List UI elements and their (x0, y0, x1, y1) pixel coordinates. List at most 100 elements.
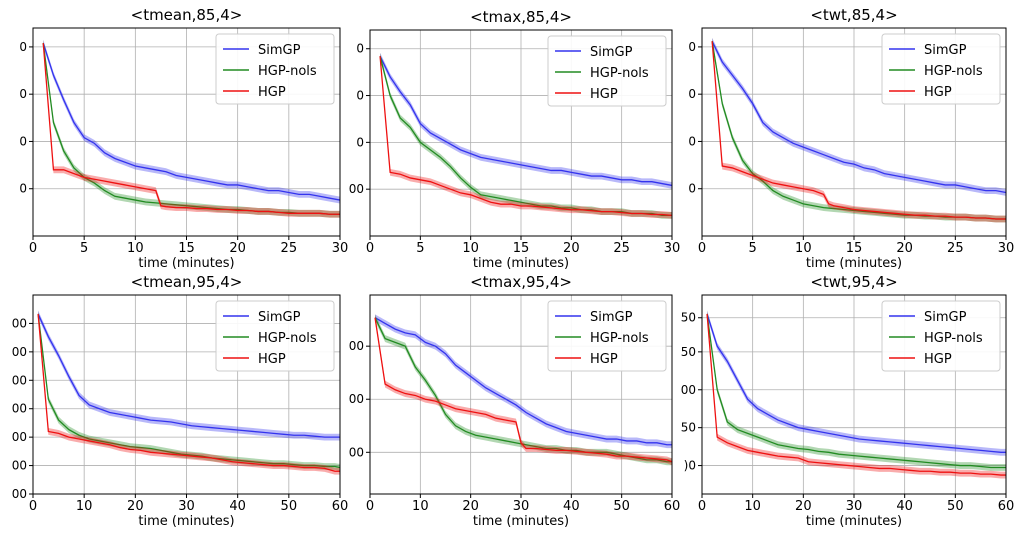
x-tick-label: 10 (462, 241, 479, 256)
legend-label: HGP-nols (258, 64, 317, 79)
x-tick-label: 20 (563, 241, 580, 256)
legend-box (881, 33, 1001, 105)
y-tick-label: )0 (684, 459, 696, 473)
y-tick-label: 0 (356, 89, 364, 103)
y-tick-label: 00 (12, 459, 27, 473)
y-tick-label: 00 (12, 487, 27, 501)
chart-panel-3: 0 5 10 15 20 25 30 0 0 0 0 <twt,85,4> time (minutes)… (688, 6, 1014, 271)
x-tick-label: 40 (229, 499, 246, 514)
x-tick-label: 20 (462, 499, 479, 514)
legend-label: HGP (590, 87, 618, 102)
x-tick-label: 10 (76, 499, 93, 514)
x-tick-label: 5 (749, 241, 757, 256)
x-tick-label: 10 (744, 499, 761, 514)
series-line-3 (379, 56, 673, 217)
legend-label: HGP-nols (590, 331, 649, 346)
x-axis-label: time (minutes) (806, 256, 902, 271)
y-tick-label: 0 (356, 135, 364, 149)
x-tick-label: 30 (332, 241, 349, 256)
legend-label: SimGP (590, 45, 633, 60)
series-line-3 (42, 43, 340, 215)
legend-box (547, 35, 667, 107)
x-tick-label: 10 (127, 241, 144, 256)
series-line-2 (37, 313, 341, 469)
y-tick-label: 00 (349, 392, 364, 406)
legend-label: HGP (258, 85, 286, 100)
x-tick-label: 40 (563, 499, 580, 514)
legend-label: SimGP (258, 43, 301, 58)
x-tick-label: 60 (998, 499, 1015, 514)
x-tick-label: 0 (698, 241, 706, 256)
y-tick-label: 50 (681, 311, 696, 325)
x-tick-label: 60 (332, 499, 349, 514)
y-tick-label: 00 (12, 373, 27, 387)
x-tick-label: 0 (698, 499, 706, 514)
series-band-1 (712, 37, 1006, 196)
x-axis-label: time (minutes) (473, 514, 569, 529)
series-line-3 (711, 41, 1006, 220)
legend: SimGP HGP-nols HGP (215, 300, 335, 372)
x-axis-label: time (minutes) (806, 514, 902, 529)
y-tick-label: 0 (19, 134, 27, 148)
legend-label: SimGP (590, 310, 633, 325)
y-tick-label: 00 (349, 182, 364, 196)
chart-panel-6: 0 10 20 30 40 50 60)0 50 00 50 50 <twt,95,4> time (m… (681, 273, 1015, 529)
x-tick-label: 15 (846, 241, 863, 256)
x-tick-label: 0 (366, 499, 374, 514)
legend-label: HGP-nols (590, 66, 649, 81)
x-tick-label: 30 (513, 499, 530, 514)
y-tick-label: 00 (349, 339, 364, 353)
series-line-2 (706, 313, 1006, 469)
chart-title: <tmax,85,4> (470, 8, 572, 26)
y-tick-label: 00 (12, 430, 27, 444)
y-tick-label: 50 (681, 345, 696, 359)
x-tick-label: 30 (664, 241, 681, 256)
x-tick-label: 0 (29, 499, 37, 514)
y-tick-label: 0 (356, 42, 364, 56)
x-tick-label: 10 (795, 241, 812, 256)
x-tick-label: 25 (613, 241, 630, 256)
y-tick-label: 00 (349, 445, 364, 459)
legend: SimGP HGP-nols HGP (881, 33, 1001, 105)
x-tick-label: 30 (998, 241, 1015, 256)
x-axis-label: time (minutes) (138, 256, 234, 271)
y-tick-label: 00 (12, 345, 27, 359)
x-tick-label: 5 (416, 241, 424, 256)
x-tick-label: 50 (613, 499, 630, 514)
y-tick-label: 0 (688, 40, 696, 54)
chart-title: <tmax,95,4> (470, 273, 572, 291)
legend-label: HGP (590, 352, 618, 367)
chart-panel-5: 0 10 20 30 40 50 60 00 00 00 <tmax,95,4> time (minu… (349, 273, 681, 529)
x-tick-label: 50 (947, 499, 964, 514)
legend-label: SimGP (924, 43, 967, 58)
x-tick-label: 40 (896, 499, 913, 514)
y-tick-label: 0 (688, 87, 696, 101)
legend-label: SimGP (924, 310, 967, 325)
legend-box (547, 300, 667, 372)
y-tick-label: 50 (681, 421, 696, 435)
x-axis-label: time (minutes) (138, 514, 234, 529)
legend-label: SimGP (258, 310, 301, 325)
series-line-3 (37, 313, 340, 472)
x-tick-label: 5 (80, 241, 88, 256)
legend: SimGP HGP-nols HGP (215, 33, 335, 105)
chart-title: <tmean,95,4> (131, 273, 243, 291)
chart-panel-4: 0 10 20 30 40 50 60 00 00 00 00 00 00 00 <tmean,95,4> t… (12, 273, 349, 529)
series-line-1 (42, 42, 341, 201)
x-tick-label: 60 (664, 499, 681, 514)
x-tick-label: 20 (795, 499, 812, 514)
x-tick-label: 10 (412, 499, 429, 514)
series-line-1 (706, 313, 1006, 453)
legend-label: HGP-nols (924, 331, 983, 346)
x-tick-label: 0 (366, 241, 374, 256)
legend-label: HGP (258, 352, 286, 367)
y-tick-label: 00 (12, 316, 27, 330)
series-line-2 (379, 56, 672, 217)
chart-title: <twt,95,4> (810, 273, 897, 291)
legend: SimGP HGP-nols HGP (547, 300, 667, 372)
legend-box (215, 300, 335, 372)
series-line-1 (37, 313, 340, 438)
x-axis-label: time (minutes) (473, 256, 569, 271)
legend-box (881, 300, 1001, 372)
